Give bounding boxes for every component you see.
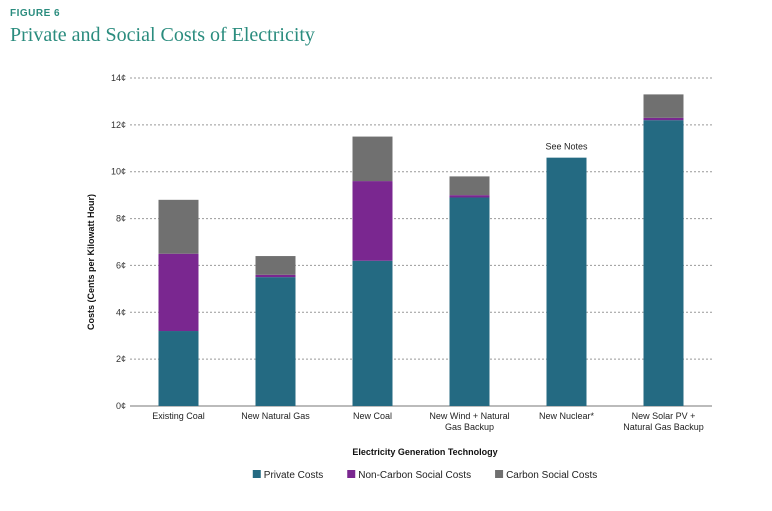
y-axis-title: Costs (Cents per Kilowatt Hour) [86,194,96,330]
x-category-label: Gas Backup [445,422,494,432]
legend-label: Non-Carbon Social Costs [358,470,471,481]
bar-segment-private-costs [352,260,393,406]
x-category-label: New Solar PV + [632,411,696,421]
bar-segment-non-carbon-social-costs [158,253,199,332]
bar-segment-non-carbon-social-costs [352,181,393,261]
y-tick-label: 8¢ [116,214,126,224]
legend-swatch [347,470,356,478]
y-tick-label: 10¢ [111,167,126,177]
annotation-see-notes: See Notes [545,142,588,152]
annotations: See Notes [545,142,588,152]
bars [158,94,684,407]
gridlines [130,77,712,407]
y-tick-label: 4¢ [116,307,126,317]
bar-segment-carbon-social-costs [643,94,684,118]
legend-item-carbon-social-costs: Carbon Social Costs [495,470,597,481]
bar-segment-private-costs [255,277,296,406]
bar-segment-carbon-social-costs [255,256,296,275]
bar-segment-non-carbon-social-costs [255,274,296,278]
legend-item-non-carbon-social-costs: Non-Carbon Social Costs [347,470,471,481]
y-tick-label: 2¢ [116,354,126,364]
legend: Private Costs Non-Carbon Social Costs Carb… [252,470,597,481]
legend-swatch [252,470,261,478]
legend-label: Carbon Social Costs [506,470,597,481]
bar-segment-private-costs [643,120,684,407]
figure-label: FIGURE 6 [10,8,61,19]
y-tick-label: 12¢ [111,120,126,130]
bar-segment-carbon-social-costs [352,136,393,182]
y-tick-label: 6¢ [116,260,126,270]
y-tick-labels: 0¢ 2¢ 4¢ 6¢ 8¢ 10¢ 12¢ 14¢ [111,73,126,411]
chart-title: Private and Social Costs of Electricity [10,24,315,46]
legend-swatch [495,470,504,478]
bar-segment-non-carbon-social-costs [449,195,490,198]
bar-segment-private-costs [158,331,199,406]
bar-segment-private-costs [546,157,587,406]
bar-segment-carbon-social-costs [449,176,490,196]
x-category-label: New Natural Gas [241,411,310,421]
x-category-labels: Existing Coal New Natural Gas New Coal New … [152,411,704,432]
x-category-label: New Nuclear* [539,411,595,421]
legend-item-private-costs: Private Costs [252,470,323,481]
x-category-label: New Wind + Natural [429,411,509,421]
bar-segment-non-carbon-social-costs [643,117,684,121]
bar-segment-carbon-social-costs [158,199,199,254]
x-category-label: Existing Coal [152,411,205,421]
y-tick-label: 0¢ [116,401,126,411]
x-axis-title: Electricity Generation Technology [352,447,497,457]
x-category-label: New Coal [353,411,392,421]
x-category-label: Natural Gas Backup [623,422,704,432]
y-tick-label: 14¢ [111,73,126,83]
legend-label: Private Costs [264,470,323,481]
bar-segment-private-costs [449,197,490,406]
